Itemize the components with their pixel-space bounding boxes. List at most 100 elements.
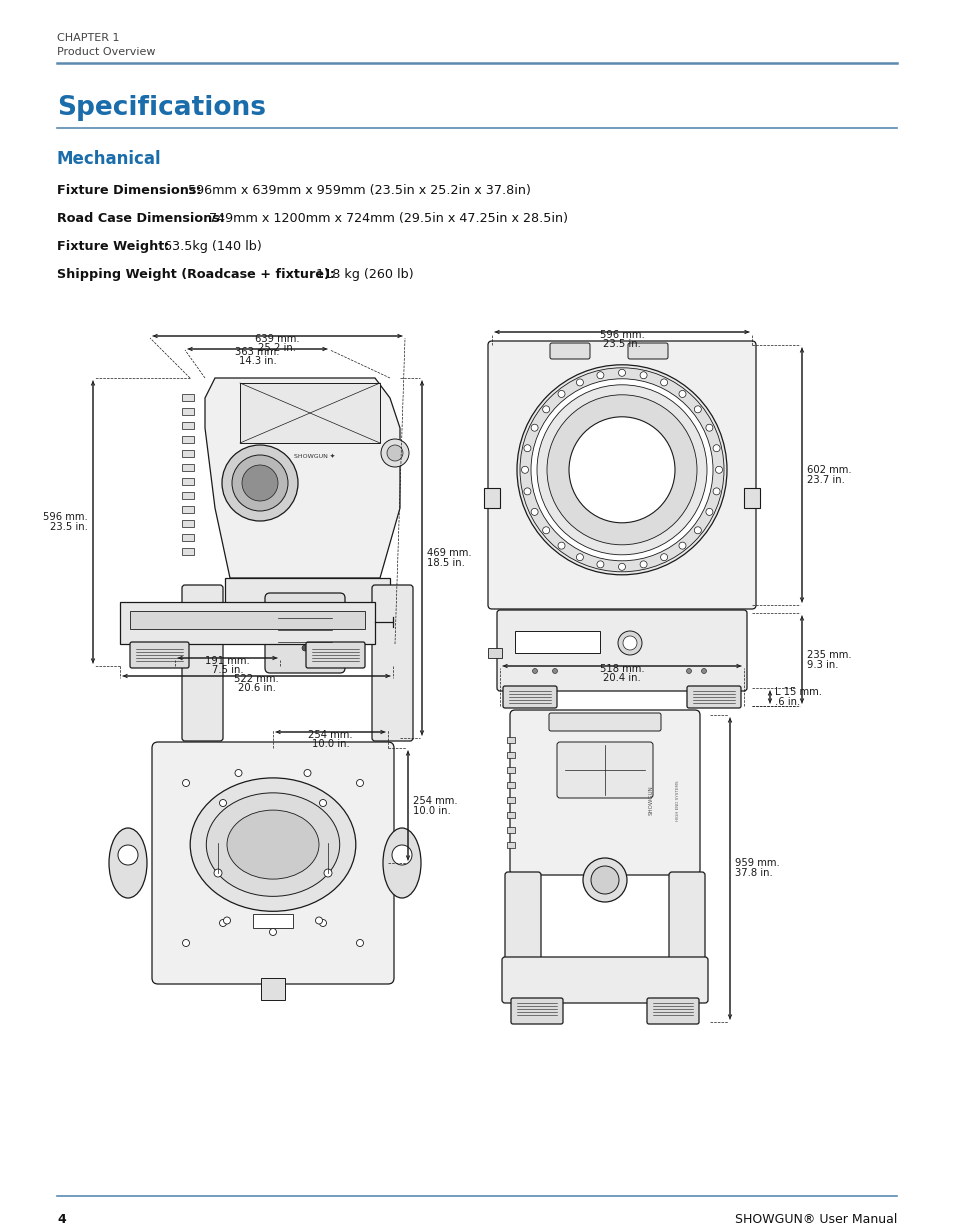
Circle shape xyxy=(315,917,322,924)
Text: 596mm x 639mm x 959mm (23.5in x 25.2in x 37.8in): 596mm x 639mm x 959mm (23.5in x 25.2in x… xyxy=(184,184,530,198)
Circle shape xyxy=(582,858,626,902)
Bar xyxy=(515,631,599,653)
Bar xyxy=(506,782,515,788)
Circle shape xyxy=(679,390,685,398)
Text: 191 mm.: 191 mm. xyxy=(205,656,250,666)
Circle shape xyxy=(269,929,276,935)
Circle shape xyxy=(552,669,557,674)
Bar xyxy=(240,383,379,443)
Circle shape xyxy=(232,455,288,510)
Circle shape xyxy=(219,800,226,806)
Text: CHAPTER 1: CHAPTER 1 xyxy=(57,33,119,43)
Text: Mechanical: Mechanical xyxy=(57,150,161,168)
Circle shape xyxy=(576,553,583,561)
Text: 23.7 in.: 23.7 in. xyxy=(806,475,844,485)
Bar xyxy=(253,914,293,928)
FancyBboxPatch shape xyxy=(511,998,562,1025)
Text: 23.5 in.: 23.5 in. xyxy=(51,521,88,533)
FancyBboxPatch shape xyxy=(152,742,394,984)
Circle shape xyxy=(618,563,625,571)
Text: 469 mm.: 469 mm. xyxy=(427,548,471,558)
Circle shape xyxy=(558,390,564,398)
Bar xyxy=(182,436,193,443)
Text: 23.5 in.: 23.5 in. xyxy=(602,339,640,348)
Circle shape xyxy=(387,445,402,461)
Circle shape xyxy=(590,866,618,894)
Ellipse shape xyxy=(190,778,355,912)
Text: 518 mm.: 518 mm. xyxy=(599,664,643,674)
Text: 10.0 in.: 10.0 in. xyxy=(312,739,349,748)
Bar xyxy=(506,798,515,802)
Ellipse shape xyxy=(227,810,318,879)
Bar xyxy=(182,464,193,471)
Circle shape xyxy=(118,845,138,865)
Text: 14.3 in.: 14.3 in. xyxy=(238,356,276,366)
Text: HIGH END SYSTEMS: HIGH END SYSTEMS xyxy=(676,780,679,821)
Bar xyxy=(506,827,515,833)
Text: 522 mm.: 522 mm. xyxy=(233,674,278,683)
Text: 9.3 in.: 9.3 in. xyxy=(806,659,838,670)
Bar xyxy=(182,450,193,456)
Bar xyxy=(182,492,193,499)
FancyBboxPatch shape xyxy=(501,957,707,1002)
Circle shape xyxy=(576,379,583,387)
Circle shape xyxy=(392,845,412,865)
Circle shape xyxy=(537,385,706,555)
Circle shape xyxy=(234,769,242,777)
FancyBboxPatch shape xyxy=(550,344,589,360)
Text: 4: 4 xyxy=(57,1214,66,1226)
Text: 18.5 in.: 18.5 in. xyxy=(427,558,464,568)
Text: Fixture Dimensions:: Fixture Dimensions: xyxy=(57,184,201,198)
Circle shape xyxy=(694,526,700,534)
FancyBboxPatch shape xyxy=(510,710,700,875)
Circle shape xyxy=(686,669,691,674)
Text: Shipping Weight (Roadcase + fixture):: Shipping Weight (Roadcase + fixture): xyxy=(57,267,335,281)
FancyBboxPatch shape xyxy=(306,642,365,667)
Bar xyxy=(182,506,193,513)
Text: 596 mm.: 596 mm. xyxy=(43,512,88,521)
FancyBboxPatch shape xyxy=(497,610,746,691)
Circle shape xyxy=(715,466,721,474)
Text: 118 kg (260 lb): 118 kg (260 lb) xyxy=(312,267,414,281)
Circle shape xyxy=(517,364,726,574)
Circle shape xyxy=(304,769,311,777)
Circle shape xyxy=(639,561,646,568)
Bar xyxy=(506,752,515,758)
Bar xyxy=(488,648,501,658)
Text: 20.6 in.: 20.6 in. xyxy=(237,683,275,693)
Text: 596 mm.: 596 mm. xyxy=(599,330,643,340)
Circle shape xyxy=(219,919,226,926)
Text: 363 mm.: 363 mm. xyxy=(235,347,279,357)
Circle shape xyxy=(182,940,190,946)
FancyBboxPatch shape xyxy=(557,742,652,798)
Text: 639 mm.: 639 mm. xyxy=(254,334,299,344)
Bar xyxy=(506,812,515,818)
Circle shape xyxy=(532,669,537,674)
FancyBboxPatch shape xyxy=(548,713,660,731)
Circle shape xyxy=(659,553,667,561)
Circle shape xyxy=(222,445,297,521)
Bar xyxy=(506,842,515,848)
Circle shape xyxy=(542,526,549,534)
Text: 10.0 in.: 10.0 in. xyxy=(413,805,450,816)
Circle shape xyxy=(319,919,326,926)
FancyBboxPatch shape xyxy=(627,344,667,360)
Circle shape xyxy=(356,940,363,946)
Circle shape xyxy=(356,779,363,787)
Circle shape xyxy=(319,800,326,806)
Circle shape xyxy=(523,444,531,452)
Bar xyxy=(182,409,193,415)
Text: 602 mm.: 602 mm. xyxy=(806,465,851,475)
FancyBboxPatch shape xyxy=(646,998,699,1025)
Text: 254 mm.: 254 mm. xyxy=(308,730,353,740)
Circle shape xyxy=(694,406,700,412)
Bar xyxy=(182,534,193,541)
Text: Specifications: Specifications xyxy=(57,94,266,121)
Bar xyxy=(506,767,515,773)
Text: 25.2 in.: 25.2 in. xyxy=(258,344,296,353)
Circle shape xyxy=(558,542,564,550)
FancyBboxPatch shape xyxy=(130,642,189,667)
Circle shape xyxy=(531,425,537,431)
FancyBboxPatch shape xyxy=(504,872,540,993)
FancyBboxPatch shape xyxy=(265,593,345,672)
